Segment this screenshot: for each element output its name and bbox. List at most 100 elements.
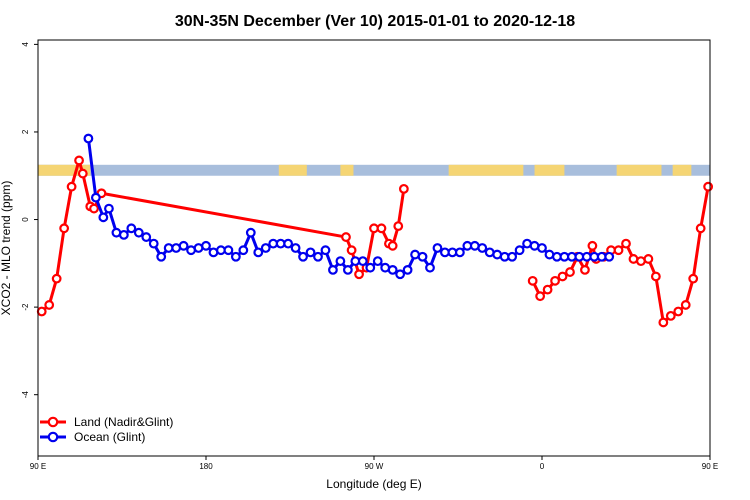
data-point — [238, 245, 249, 256]
data-point — [557, 271, 568, 282]
x-axis: 90 E 180 90 W 0 90 E — [30, 456, 718, 471]
data-point — [395, 269, 406, 280]
y-tick-label: 2 — [21, 129, 30, 134]
land-band-segment — [278, 164, 307, 176]
data-point — [98, 212, 109, 223]
data-point — [621, 238, 631, 249]
data-point — [290, 243, 301, 253]
data-point — [328, 264, 338, 275]
data-point — [604, 251, 615, 262]
x-tick-label: 90 E — [30, 462, 46, 471]
data-point — [650, 271, 661, 282]
data-point — [387, 264, 398, 275]
legend-label-ocean: Ocean (Glint) — [74, 430, 145, 444]
land-band-segment — [616, 164, 662, 176]
data-point — [44, 300, 55, 310]
data-point — [283, 238, 294, 249]
data-point — [230, 251, 241, 262]
data-point — [580, 264, 590, 275]
legend-entry-ocean: Ocean (Glint) — [40, 430, 145, 444]
data-point — [245, 227, 256, 238]
data-point — [665, 310, 676, 321]
data-point — [613, 245, 624, 256]
data-point — [104, 203, 114, 214]
data-point — [320, 245, 331, 256]
data-point — [342, 264, 353, 275]
data-point — [643, 254, 654, 264]
data-point — [77, 168, 88, 179]
data-point — [83, 133, 94, 144]
data-point — [387, 240, 398, 251]
data-point — [393, 221, 404, 232]
legend-marker-ocean — [47, 431, 59, 443]
data-point — [565, 267, 575, 277]
data-point — [341, 232, 351, 242]
data-point — [201, 240, 211, 251]
land-band-segment — [534, 164, 565, 176]
legend-entry-land: Land (Nadir&Glint) — [40, 415, 173, 429]
x-tick-label: 90 E — [702, 462, 718, 471]
y-tick-label: -2 — [21, 303, 30, 311]
land-ocean-band — [38, 164, 710, 176]
land-band-segment — [340, 164, 354, 176]
y-axis-label: XCO2 - MLO trend (ppm) — [0, 181, 13, 316]
data-point — [36, 306, 47, 317]
ocean-band — [38, 164, 710, 176]
data-point — [118, 229, 129, 240]
data-point — [695, 223, 706, 234]
data-point — [59, 223, 70, 234]
data-point — [703, 181, 714, 192]
data-point — [178, 240, 189, 251]
data-point — [527, 275, 538, 286]
data-point — [688, 273, 699, 284]
data-point — [535, 291, 546, 302]
data-point — [66, 181, 77, 192]
y-tick-label: 4 — [21, 42, 30, 47]
data-point — [148, 238, 159, 249]
x-tick-label: 0 — [540, 462, 545, 471]
series-land — [36, 155, 714, 328]
data-point — [432, 243, 443, 253]
data-point — [398, 183, 409, 194]
data-point — [587, 240, 598, 251]
x-tick-label: 180 — [199, 462, 213, 471]
data-point — [542, 284, 553, 295]
data-point — [454, 247, 465, 258]
data-point — [298, 251, 308, 262]
data-point — [680, 300, 691, 310]
data-point — [90, 192, 101, 203]
legend-label-land: Land (Nadir&Glint) — [74, 415, 173, 429]
data-point — [126, 223, 137, 234]
data-point — [658, 317, 669, 328]
data-point — [477, 243, 488, 253]
legend: Land (Nadir&Glint) Ocean (Glint) — [40, 415, 173, 444]
data-point — [335, 256, 346, 267]
data-point — [357, 256, 368, 267]
y-tick-label: -4 — [21, 391, 30, 399]
y-axis: -4 -2 0 2 4 — [21, 42, 38, 399]
data-point — [372, 256, 383, 267]
data-point — [74, 155, 84, 166]
data-point — [425, 262, 435, 273]
data-point — [376, 223, 387, 234]
x-tick-label: 90 W — [365, 462, 384, 471]
land-band-segment — [448, 164, 524, 176]
data-point — [417, 251, 428, 262]
data-point — [89, 203, 99, 214]
chart-title: 30N-35N December (Ver 10) 2015-01-01 to … — [175, 13, 575, 30]
data-point — [141, 232, 152, 242]
data-point — [402, 264, 413, 275]
land-band-segment — [672, 164, 692, 176]
legend-marker-land — [47, 416, 59, 428]
series-ocean — [83, 133, 615, 280]
data-point — [156, 251, 167, 262]
x-axis-label: Longitude (deg E) — [326, 477, 421, 491]
data-point — [507, 251, 518, 262]
data-point — [51, 273, 62, 284]
y-tick-label: 0 — [21, 217, 30, 222]
data-point — [305, 247, 316, 258]
data-point — [365, 262, 376, 273]
data-point — [537, 243, 547, 253]
data-point — [313, 251, 323, 262]
